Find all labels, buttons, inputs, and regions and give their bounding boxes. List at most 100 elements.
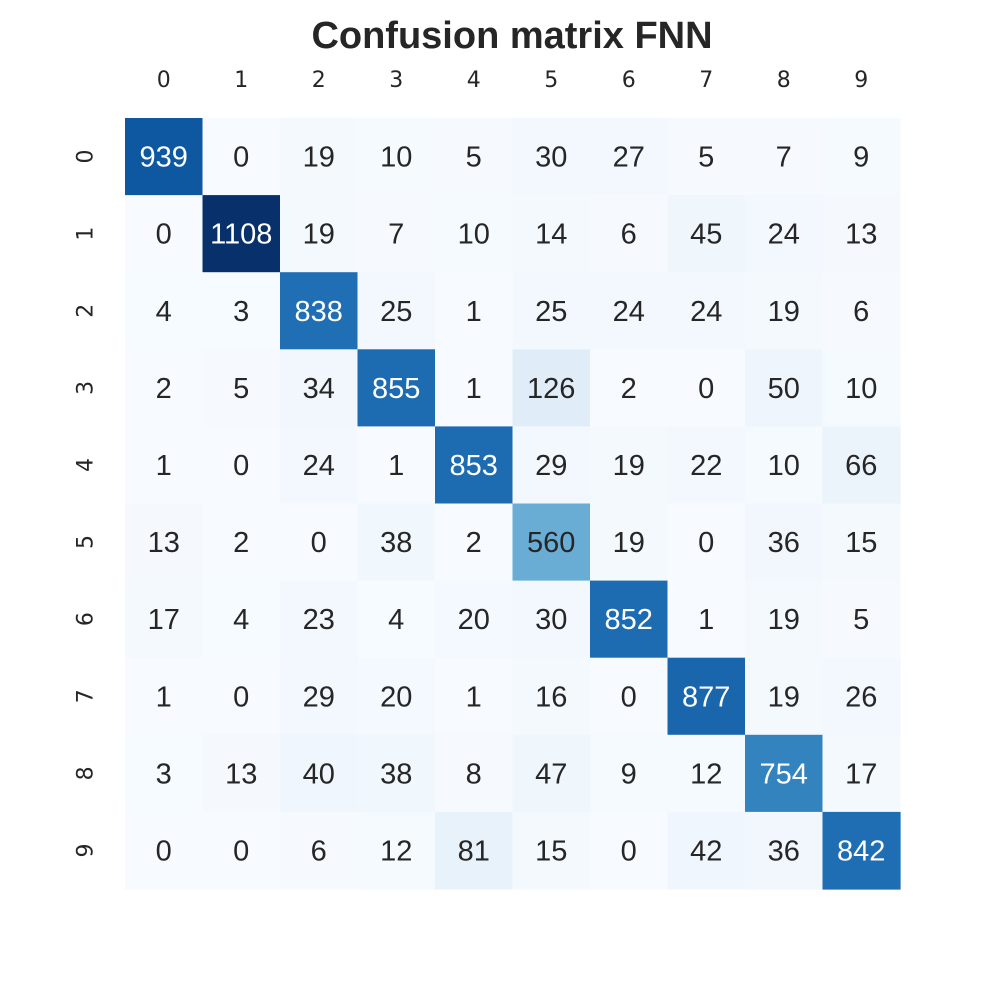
- heatmap-cell-r5-c2: [280, 503, 359, 582]
- cell-value-r5-c8: 36: [768, 527, 800, 559]
- cell-value-r7-c2: 29: [303, 681, 335, 713]
- heatmap-cell-r4-c7: [667, 426, 746, 505]
- cell-value-r0-c5: 30: [535, 142, 567, 174]
- heatmap-cell-r7-c1: [202, 657, 281, 736]
- cell-value-r9-c5: 15: [535, 835, 567, 867]
- cell-value-r7-c7: 877: [682, 681, 730, 713]
- cell-value-r8-c9: 17: [845, 758, 877, 790]
- heatmap-cell-r2-c7: [667, 272, 746, 350]
- cell-value-r9-c1: 0: [233, 835, 249, 867]
- heatmap-cell-r3-c0: [125, 349, 204, 427]
- heatmap-cell-r7-c2: [280, 657, 359, 736]
- cell-value-r1-c5: 14: [535, 219, 567, 251]
- cell-value-r7-c0: 1: [156, 681, 172, 713]
- cell-value-r7-c6: 0: [621, 681, 637, 713]
- heatmap-cell-r5-c5: [512, 503, 591, 582]
- cell-value-r9-c7: 42: [690, 835, 722, 867]
- heatmap-cell-r8-c2: [280, 734, 359, 813]
- cell-value-r6-c6: 852: [605, 604, 653, 636]
- heatmap-cell-r2-c0: [125, 272, 204, 350]
- heatmap-cell-r8-c9: [822, 734, 901, 813]
- heatmap-cell-r9-c6: [590, 811, 669, 890]
- heatmap-cell-r5-c6: [590, 503, 669, 582]
- y-tick-label: 7: [74, 689, 99, 703]
- x-tick-label: 1: [234, 68, 248, 93]
- heatmap-cell-r1-c9: [822, 195, 901, 273]
- cell-value-r1-c3: 7: [388, 219, 404, 251]
- heatmap-cell-r8-c5: [512, 734, 591, 813]
- heatmap-cell-r7-c9: [822, 657, 901, 736]
- heatmap-cell-r0-c1: [202, 118, 281, 196]
- heatmap-cell-r4-c4: [435, 426, 514, 505]
- cell-value-r1-c9: 13: [845, 219, 877, 251]
- y-tick-label: 3: [74, 381, 99, 395]
- heatmap-cell-r8-c3: [357, 734, 436, 813]
- cell-value-r3-c3: 855: [372, 373, 420, 405]
- heatmap-cell-r3-c2: [280, 349, 359, 427]
- cell-value-r6-c3: 4: [388, 604, 404, 636]
- cell-value-r5-c2: 0: [311, 527, 327, 559]
- heatmap-cell-r1-c0: [125, 195, 204, 273]
- heatmap-cell-r9-c5: [512, 811, 591, 890]
- heatmap-cell-r7-c4: [435, 657, 514, 736]
- cell-value-r4-c9: 66: [845, 450, 877, 482]
- heatmap-cell-r1-c1: [202, 195, 281, 273]
- heatmap-cell-r2-c5: [512, 272, 591, 350]
- heatmap-cell-r6-c9: [822, 580, 901, 659]
- heatmap-cell-r9-c1: [202, 811, 281, 890]
- heatmap-cell-r9-c8: [745, 811, 824, 890]
- cell-value-r2-c5: 25: [535, 296, 567, 328]
- heatmap-cell-r7-c8: [745, 657, 824, 736]
- heatmap-cell-r8-c4: [435, 734, 514, 813]
- heatmap-cell-r6-c8: [745, 580, 824, 659]
- x-tick-label: 9: [854, 68, 868, 93]
- heatmap-cell-r3-c9: [822, 349, 901, 427]
- cell-value-r7-c8: 19: [768, 681, 800, 713]
- heatmap-cell-r4-c8: [745, 426, 824, 505]
- cell-value-r8-c3: 38: [380, 758, 412, 790]
- y-tick-label: 0: [74, 150, 99, 164]
- cell-value-r5-c4: 2: [466, 527, 482, 559]
- cell-value-r1-c7: 45: [690, 219, 722, 251]
- heatmap-cell-r5-c1: [202, 503, 281, 582]
- heatmap-cell-r7-c6: [590, 657, 669, 736]
- heatmap-cell-labels: 939 0 19 10 5 30 27 5 7 90 1108 19 7 10 14 6 45 24 134 3 838…: [140, 142, 886, 868]
- cell-value-r6-c5: 30: [535, 604, 567, 636]
- x-tick-label: 8: [777, 68, 791, 93]
- cell-value-r1-c6: 6: [621, 219, 637, 251]
- cell-value-r7-c3: 20: [380, 681, 412, 713]
- heatmap-cell-r8-c1: [202, 734, 281, 813]
- heatmap-cell-r6-c3: [357, 580, 436, 659]
- heatmap-cell-r4-c6: [590, 426, 669, 505]
- cell-value-r0-c9: 9: [853, 142, 869, 174]
- x-tick-label: 3: [389, 68, 403, 93]
- heatmap-cell-r3-c8: [745, 349, 824, 427]
- heatmap-cell-r8-c0: [125, 734, 204, 813]
- cell-value-r7-c4: 1: [466, 681, 482, 713]
- cell-value-r9-c8: 36: [768, 835, 800, 867]
- heatmap-cell-r8-c8: [745, 734, 824, 813]
- cell-value-r2-c1: 3: [233, 296, 249, 328]
- cell-value-r1-c2: 19: [303, 219, 335, 251]
- heatmap-cell-r2-c8: [745, 272, 824, 350]
- chart-title: Confusion matrix FNN: [311, 15, 712, 57]
- heatmap-cell-r3-c7: [667, 349, 746, 427]
- heatmap-cells: [125, 118, 901, 890]
- cell-value-r9-c0: 0: [156, 835, 172, 867]
- cell-value-r3-c8: 50: [768, 373, 800, 405]
- cell-value-r8-c1: 13: [225, 758, 257, 790]
- cell-value-r3-c0: 2: [156, 373, 172, 405]
- heatmap-cell-r1-c8: [745, 195, 824, 273]
- heatmap-cell-r1-c7: [667, 195, 746, 273]
- cell-value-r2-c2: 838: [295, 296, 343, 328]
- cell-value-r7-c9: 26: [845, 681, 877, 713]
- heatmap-cell-r4-c0: [125, 426, 204, 505]
- heatmap-cell-r8-c6: [590, 734, 669, 813]
- cell-value-r3-c4: 1: [466, 373, 482, 405]
- heatmap-cell-r9-c3: [357, 811, 436, 890]
- heatmap-cell-r8-c7: [667, 734, 746, 813]
- heatmap-cell-r9-c4: [435, 811, 514, 890]
- heatmap-cell-r6-c7: [667, 580, 746, 659]
